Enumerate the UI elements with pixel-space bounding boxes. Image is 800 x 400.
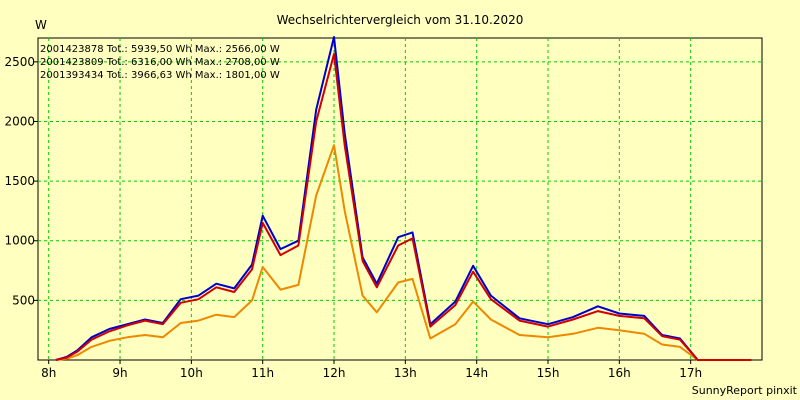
y-tick-label: 1000: [4, 234, 35, 248]
legend-entry: 2001423878 Tot.: 5939,50 Wh Max.: 2566,0…: [40, 44, 280, 55]
x-tick-label: 10h: [180, 366, 203, 380]
x-tick-label: 13h: [394, 366, 417, 380]
legend-entry: 2001393434 Tot.: 3966,63 Wh Max.: 1801,0…: [40, 70, 280, 81]
x-tick-label: 12h: [323, 366, 346, 380]
x-tick-label: 8h: [41, 366, 56, 380]
x-tick-label: 14h: [465, 366, 488, 380]
y-axis-label: W: [35, 18, 47, 32]
y-tick-label: 1500: [4, 174, 35, 188]
legend: 2001423878 Tot.: 5939,50 Wh Max.: 2566,0…: [40, 44, 280, 81]
grid-lines: [38, 38, 762, 360]
legend-entry: 2001423809 Tot.: 6316,00 Wh Max.: 2708,0…: [40, 57, 280, 68]
y-axis-ticks: 500 1000 1500 2000 2500: [4, 55, 38, 307]
plot-area: [37, 37, 763, 361]
footer-text: SunnyReport pinxit: [692, 384, 798, 397]
x-tick-label: 9h: [112, 366, 127, 380]
series-line: [55, 53, 752, 361]
y-tick-label: 2000: [4, 114, 35, 128]
series-lines: [55, 36, 752, 361]
y-tick-label: 2500: [4, 55, 35, 69]
series-line: [55, 144, 752, 361]
chart-title: Wechselrichtervergleich vom 31.10.2020: [277, 13, 524, 27]
y-tick-label: 500: [12, 293, 35, 307]
x-tick-label: 15h: [537, 366, 560, 380]
x-tick-label: 17h: [679, 366, 702, 380]
x-axis-ticks: 8h 9h 10h 11h 12h 13h 14h 15h 16h 17h: [41, 360, 702, 380]
x-tick-label: 11h: [251, 366, 274, 380]
x-tick-label: 16h: [608, 366, 631, 380]
